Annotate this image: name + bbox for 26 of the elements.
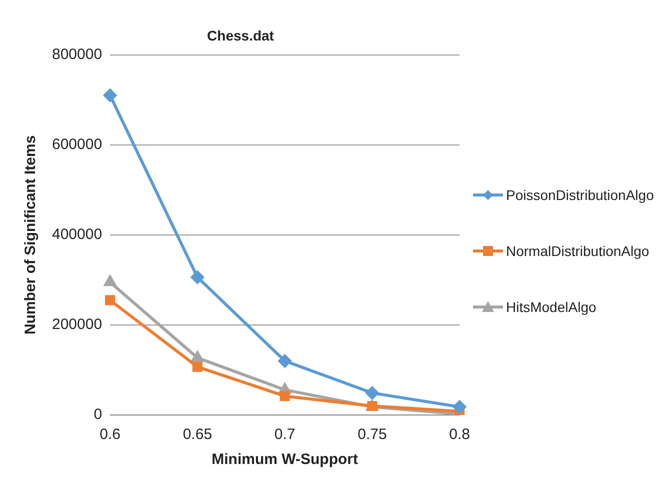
point [104, 88, 117, 102]
y-tick-label: 400000 [52, 226, 102, 244]
point [192, 351, 204, 362]
point [105, 295, 116, 306]
x-tick-label: 0.7 [274, 426, 296, 444]
y-tick-label: 0 [94, 406, 102, 424]
x-tick-label: 0.75 [358, 426, 387, 444]
y-tick-label: 200000 [52, 316, 102, 334]
point [366, 386, 379, 400]
legend-label: HitsModelAlgo [506, 298, 596, 314]
x-tick-label: 0.65 [182, 426, 212, 444]
y-tick-label: 800000 [52, 46, 102, 63]
point [104, 276, 116, 286]
y-tick-label: 600000 [52, 136, 102, 153]
point [190, 270, 204, 284]
y-axis-title: Number of Significant Items [22, 135, 40, 334]
point [280, 391, 290, 402]
chart-title: Chess.dat [207, 27, 274, 44]
x-axis-title: Minimum W-Support [212, 451, 358, 468]
point [453, 400, 466, 414]
point [192, 362, 202, 372]
legend-label: NormalDistributionAlgo [506, 242, 650, 258]
x-tick-label: 0.8 [449, 426, 470, 444]
legend-label: PoissonDistributionAlgo [506, 186, 654, 202]
x-tick-label: 0.6 [100, 426, 120, 444]
point [278, 354, 292, 368]
